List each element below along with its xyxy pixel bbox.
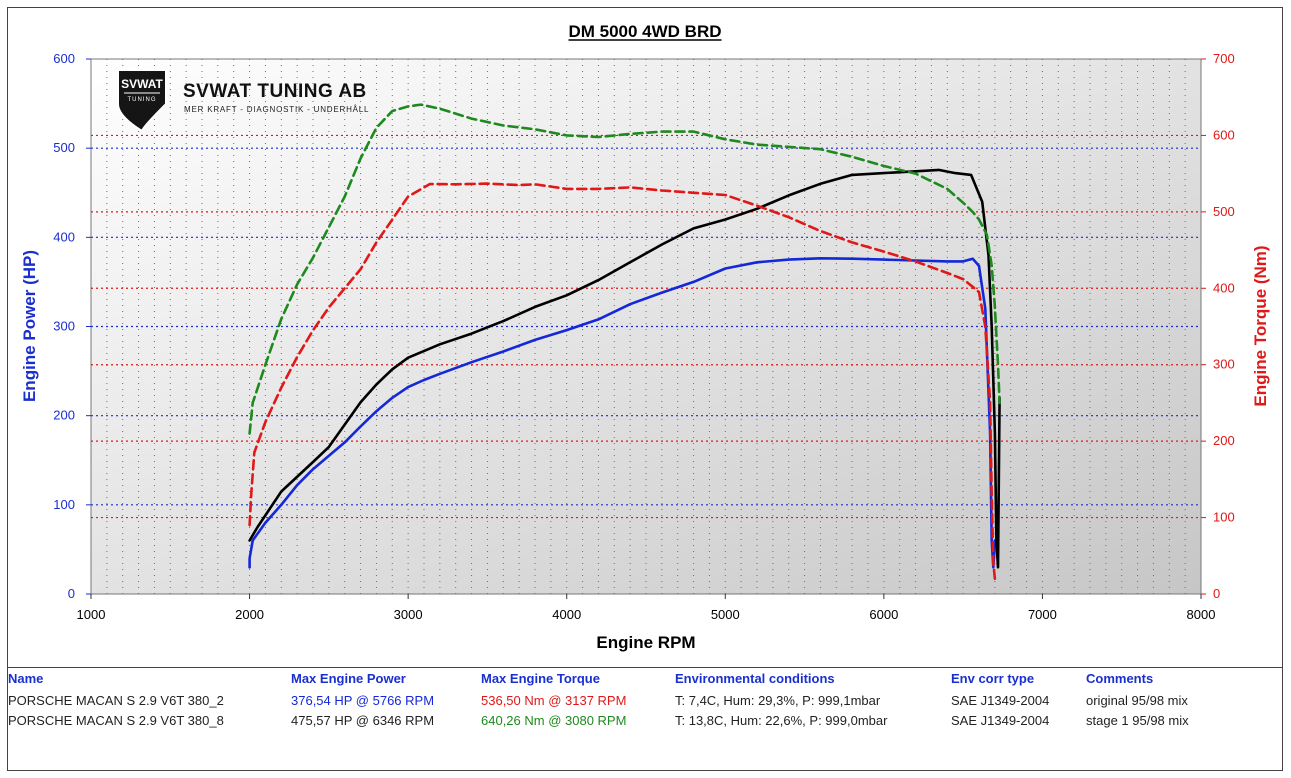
run-env-conditions: T: 7,4C, Hum: 29,3%, P: 999,1mbar <box>675 692 881 708</box>
y-left-tick-label: 400 <box>53 229 75 244</box>
y-axis-left-title: Engine Power (HP) <box>20 250 39 402</box>
run-env-corr-type: SAE J1349-2004 <box>951 712 1050 728</box>
header-comments: Comments <box>1086 670 1154 686</box>
run-env-corr-type: SAE J1349-2004 <box>951 692 1050 708</box>
y-left-tick-label: 100 <box>53 497 75 512</box>
run-max-torque: 640,26 Nm @ 3080 RPM <box>481 712 627 728</box>
grid-lines <box>91 59 1201 594</box>
summary-row: PORSCHE MACAN S 2.9 V6T 380_2 376,54 HP … <box>8 690 1282 710</box>
y-left-tick-label: 500 <box>53 140 75 155</box>
x-tick-label: 7000 <box>1028 607 1057 622</box>
y-axis-right-title: Engine Torque (Nm) <box>1251 245 1270 406</box>
y-right-tick-label: 200 <box>1213 433 1235 448</box>
torque-stage1-line <box>248 103 1001 435</box>
logo-tagline: MER KRAFT - DIAGNOSTIK - UNDERHÅLL <box>184 105 369 114</box>
y-left-tick-label: 600 <box>53 51 75 66</box>
logo-company-name: SVWAT TUNING AB <box>183 81 367 102</box>
torque-original-line <box>248 182 997 580</box>
dyno-chart: DM 5000 4WD BRD 1000 2000 3000 4000 5000 6000… <box>20 22 1270 652</box>
y-right-tick-label: 600 <box>1213 127 1235 142</box>
run-env-conditions: T: 13,8C, Hum: 22,6%, P: 999,0mbar <box>675 712 888 728</box>
y-right-tick-label: 300 <box>1213 357 1235 372</box>
x-tick-label: 5000 <box>711 607 740 622</box>
x-tick-label: 3000 <box>394 607 423 622</box>
y-left-tick-label: 0 <box>68 586 75 601</box>
run-comments: stage 1 95/98 mix <box>1086 712 1189 728</box>
y-right-tick-label: 500 <box>1213 204 1235 219</box>
logo-shield-icon <box>117 69 167 133</box>
x-tick-label: 1000 <box>77 607 106 622</box>
summary-row: PORSCHE MACAN S 2.9 V6T 380_8 475,57 HP … <box>8 710 1282 730</box>
run-max-torque: 536,50 Nm @ 3137 RPM <box>481 692 627 708</box>
x-axis-title: Engine RPM <box>596 633 695 652</box>
power-original-line <box>248 257 997 569</box>
y-right-tick-label: 400 <box>1213 280 1235 295</box>
x-tick-label: 8000 <box>1187 607 1216 622</box>
y-left-tick-label: 300 <box>53 319 75 334</box>
svwat-logo: SVWAT TUNING SVWAT TUNING AB MER KRAFT -… <box>117 69 369 133</box>
x-tick-label: 2000 <box>235 607 264 622</box>
run-name: PORSCHE MACAN S 2.9 V6T 380_8 <box>8 712 224 728</box>
logo-badge-subtext: TUNING <box>128 97 157 103</box>
summary-table: Name Max Engine Power Max Engine Torque … <box>8 668 1282 730</box>
run-max-power: 475,57 HP @ 6346 RPM <box>291 712 435 728</box>
y-left-tick-label: 200 <box>53 408 75 423</box>
y-right-tick-label: 100 <box>1213 510 1235 525</box>
x-tick-label: 6000 <box>869 607 898 622</box>
y-right-tick-label: 700 <box>1213 51 1235 66</box>
header-env-conditions: Environmental conditions <box>675 670 835 686</box>
summary-header-row: Name Max Engine Power Max Engine Torque … <box>8 668 1282 690</box>
run-comments: original 95/98 mix <box>1086 692 1188 708</box>
header-max-torque: Max Engine Torque <box>481 670 600 686</box>
axis-ticks: 1000 2000 3000 4000 5000 6000 7000 800001002003… <box>53 51 1234 622</box>
y-right-tick-label: 0 <box>1213 586 1220 601</box>
series-layer <box>248 103 1001 580</box>
x-tick-label: 4000 <box>552 607 581 622</box>
chart-title: DM 5000 4WD BRD <box>568 22 721 41</box>
logo-badge-text: SVWAT <box>121 77 163 91</box>
header-name: Name <box>8 670 44 686</box>
run-summary: Name Max Engine Power Max Engine Torque … <box>8 667 1282 768</box>
power-stage1-line <box>248 168 1001 569</box>
header-max-power: Max Engine Power <box>291 670 406 686</box>
run-name: PORSCHE MACAN S 2.9 V6T 380_2 <box>8 692 224 708</box>
run-max-power: 376,54 HP @ 5766 RPM <box>291 692 435 708</box>
header-env-corr-type: Env corr type <box>951 670 1035 686</box>
